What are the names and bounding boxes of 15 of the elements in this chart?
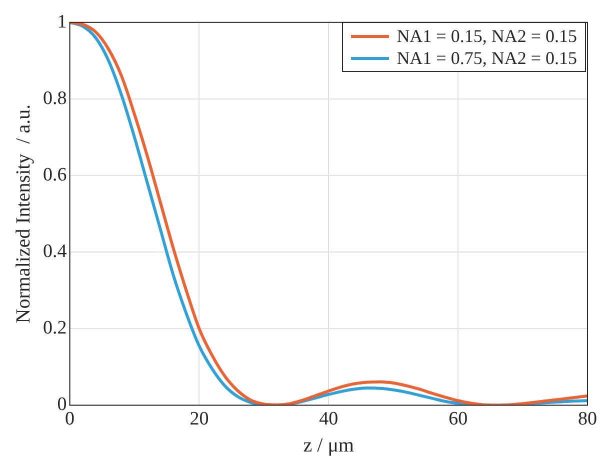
y-tick-label: 0.6 <box>43 164 67 186</box>
y-tick-label: 1 <box>57 11 67 32</box>
x-tick-label: 60 <box>448 408 468 430</box>
x-axis-title: z / μm <box>303 434 354 456</box>
y-tick-label: 0.4 <box>43 241 68 262</box>
legend-label: NA1 = 0.75, NA2 = 0.15 <box>396 47 577 69</box>
y-axis-title: Normalized Intensity / a.u. <box>12 104 34 324</box>
y-tick-label: 0 <box>57 394 67 416</box>
x-tick-label: 80 <box>578 408 597 430</box>
legend-label: NA1 = 0.15, NA2 = 0.15 <box>396 25 577 47</box>
x-tick-label: 20 <box>190 408 209 430</box>
y-tick-label: 0.8 <box>43 88 67 109</box>
x-tick-label: 40 <box>319 408 338 430</box>
y-tick-label: 0.2 <box>43 318 67 339</box>
line-series <box>70 22 588 406</box>
